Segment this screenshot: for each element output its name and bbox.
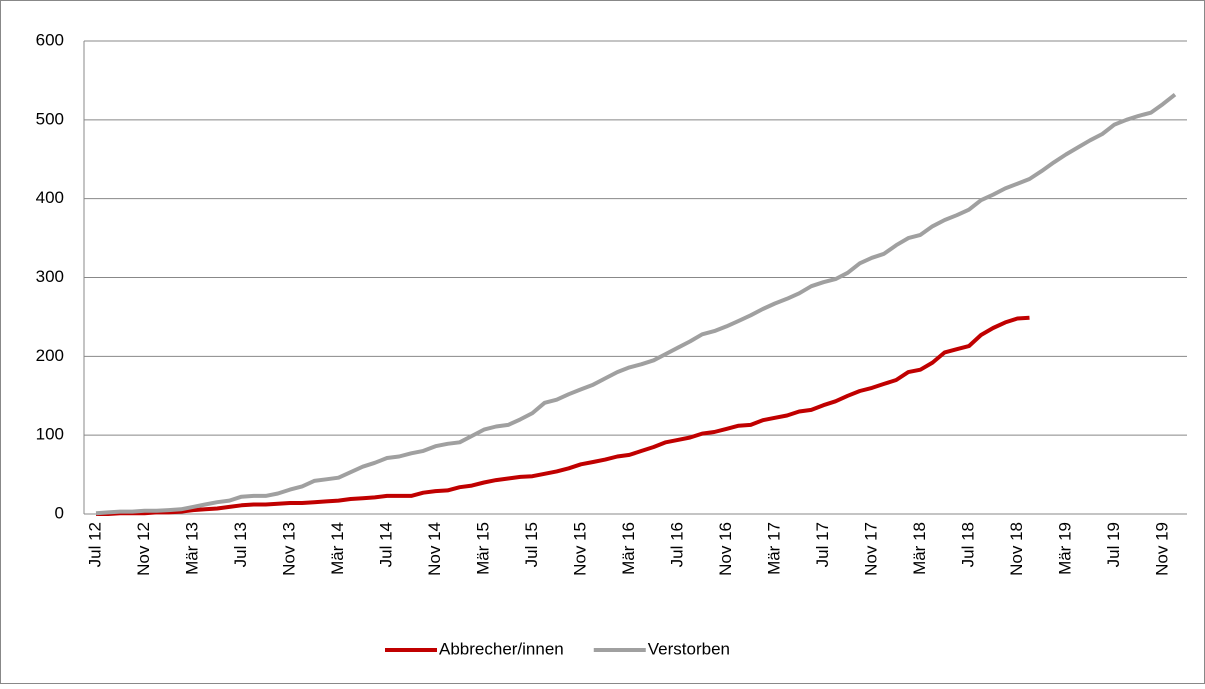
legend-label: Abbrecher/innen [439, 639, 564, 658]
y-tick-label: 0 [55, 503, 64, 522]
x-tick-label: Nov 17 [861, 522, 880, 576]
y-tick-label: 200 [36, 346, 64, 365]
x-tick-label: Jul 18 [958, 522, 977, 567]
x-tick-label: Mär 14 [328, 522, 347, 575]
x-tick-label: Nov 12 [134, 522, 153, 576]
x-tick-label: Mär 19 [1055, 522, 1074, 575]
x-tick-label: Nov 19 [1152, 522, 1171, 576]
y-tick-label: 600 [36, 30, 64, 49]
series-line [96, 315, 1030, 516]
x-tick-label: Nov 16 [716, 522, 735, 576]
x-tick-label: Mär 17 [764, 522, 783, 575]
x-tick-label: Jul 14 [376, 522, 395, 567]
x-tick-label: Nov 18 [1007, 522, 1026, 576]
x-tick-label: Jul 19 [1104, 522, 1123, 567]
legend-label: Verstorben [648, 639, 730, 658]
x-tick-label: Nov 14 [425, 522, 444, 576]
x-tick-label: Jul 16 [667, 522, 686, 567]
y-tick-label: 100 [36, 425, 64, 444]
y-tick-label: 300 [36, 267, 64, 286]
series-line [95, 93, 1177, 516]
x-tick-label: Nov 13 [279, 522, 298, 576]
x-tick-label: Mär 13 [182, 522, 201, 575]
y-tick-label: 500 [36, 109, 64, 128]
x-tick-label: Jul 13 [231, 522, 250, 567]
x-tick-label: Jul 17 [813, 522, 832, 567]
x-tick-label: Mär 16 [619, 522, 638, 575]
y-tick-label: 400 [36, 188, 64, 207]
x-tick-label: Mär 15 [473, 522, 492, 575]
x-tick-label: Mär 18 [910, 522, 929, 575]
x-tick-label: Jul 12 [85, 522, 104, 567]
x-tick-label: Jul 15 [522, 522, 541, 567]
x-tick-label: Nov 15 [570, 522, 589, 576]
